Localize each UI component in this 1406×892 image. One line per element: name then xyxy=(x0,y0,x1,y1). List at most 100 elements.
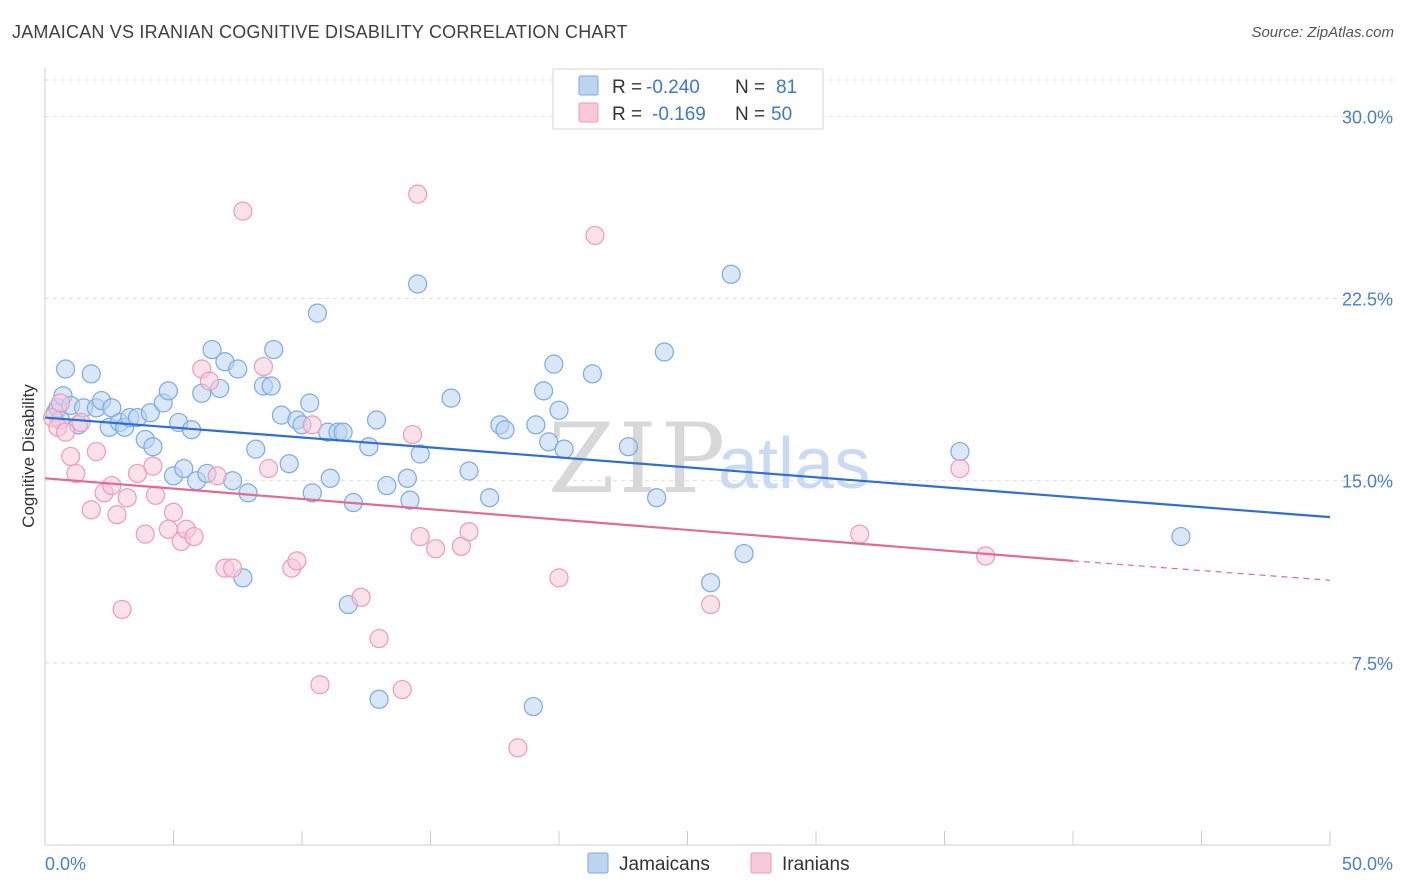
data-point-jamaicans xyxy=(320,468,340,488)
data-point-iranians xyxy=(310,675,330,695)
data-point-iranians xyxy=(81,500,101,520)
data-point-jamaicans xyxy=(549,400,569,420)
data-points xyxy=(43,184,1191,758)
data-point-iranians xyxy=(585,225,605,246)
data-point-jamaicans xyxy=(480,488,500,508)
legend-n-value-2: 50 xyxy=(771,104,792,125)
data-point-jamaicans xyxy=(554,439,574,459)
source-label: Source: ZipAtlas.com xyxy=(1251,24,1394,41)
data-point-jamaicans xyxy=(1171,526,1191,547)
stats-legend: R = -0.240 N = 81 R = -0.169 N = 50 xyxy=(552,68,824,130)
data-point-iranians xyxy=(127,463,148,484)
data-point-jamaicans xyxy=(397,468,417,488)
data-point-iranians xyxy=(61,446,81,467)
legend-n-label-1: N = xyxy=(735,77,765,98)
data-point-jamaicans xyxy=(734,543,754,564)
data-point-iranians xyxy=(258,458,279,479)
data-point-jamaicans xyxy=(533,381,554,401)
data-point-jamaicans xyxy=(377,475,397,496)
bottom-legend-swatch-iranians xyxy=(750,852,772,874)
bottom-legend-iranians: Iranians xyxy=(782,854,850,875)
data-point-jamaicans xyxy=(246,439,266,459)
data-point-jamaicans xyxy=(582,364,603,384)
data-point-jamaicans xyxy=(366,410,387,430)
trend-lines xyxy=(44,416,1331,581)
data-point-jamaicans xyxy=(410,444,430,464)
y-tick-label: 30.0% xyxy=(1342,107,1393,127)
data-point-iranians xyxy=(950,458,970,479)
data-point-iranians xyxy=(107,505,127,525)
data-point-iranians xyxy=(112,599,132,620)
data-point-iranians xyxy=(369,628,389,649)
data-point-iranians xyxy=(459,522,479,542)
data-point-iranians xyxy=(302,415,322,435)
data-point-jamaicans xyxy=(261,376,281,396)
trend-line-jamaicans xyxy=(44,416,1331,519)
trend-line-iranians xyxy=(44,477,1074,562)
data-point-iranians xyxy=(233,201,253,221)
legend-r-value-2: -0.169 xyxy=(652,104,706,125)
data-point-jamaicans xyxy=(202,339,222,360)
data-point-jamaicans xyxy=(618,437,638,457)
data-point-iranians xyxy=(163,502,184,522)
data-point-jamaicans xyxy=(140,403,160,423)
data-point-jamaicans xyxy=(302,483,322,503)
data-point-jamaicans xyxy=(307,303,328,323)
data-point-jamaicans xyxy=(539,432,559,452)
watermark-atlas: atlas xyxy=(718,424,870,504)
y-tick-label: 15.0% xyxy=(1342,472,1393,492)
data-point-iranians xyxy=(50,393,71,413)
data-point-jamaicans xyxy=(441,388,461,408)
x-tick-labels: 0.0% 50.0% xyxy=(45,854,1393,874)
trend-line-extension-iranians xyxy=(1072,560,1331,581)
data-point-iranians xyxy=(850,524,870,544)
data-point-jamaicans xyxy=(544,354,564,374)
data-point-jamaicans xyxy=(654,342,674,362)
axes xyxy=(44,68,1331,846)
data-point-jamaicans xyxy=(701,573,721,593)
data-point-iranians xyxy=(207,466,227,486)
data-point-jamaicans xyxy=(300,393,320,413)
data-point-jamaicans xyxy=(721,264,741,284)
data-point-iranians xyxy=(253,356,274,377)
data-point-jamaicans xyxy=(400,490,420,510)
data-point-jamaicans xyxy=(143,437,163,457)
data-point-iranians xyxy=(199,371,220,391)
data-point-jamaicans xyxy=(459,461,479,481)
legend-r-label-1: R = xyxy=(612,77,642,98)
data-point-iranians xyxy=(408,184,428,204)
data-point-iranians xyxy=(508,738,528,758)
legend-swatch-jamaicans xyxy=(578,75,599,96)
data-point-iranians xyxy=(223,558,243,578)
data-point-jamaicans xyxy=(81,364,101,384)
data-point-jamaicans xyxy=(333,422,353,442)
data-point-iranians xyxy=(402,424,423,445)
legend-n-label-2: N = xyxy=(735,104,765,125)
data-point-iranians xyxy=(117,488,137,508)
data-point-jamaicans xyxy=(174,458,194,479)
x-tick-label: 50.0% xyxy=(1342,854,1393,874)
data-point-jamaicans xyxy=(238,483,258,503)
data-point-iranians xyxy=(351,587,371,607)
data-point-iranians xyxy=(976,546,996,566)
data-point-jamaicans xyxy=(228,359,248,379)
data-point-jamaicans xyxy=(495,420,515,440)
data-point-iranians xyxy=(410,526,430,547)
data-point-jamaicans xyxy=(523,696,543,717)
data-point-iranians xyxy=(392,679,412,700)
series-legend: Jamaicans Iranians xyxy=(587,852,850,875)
data-point-iranians xyxy=(701,594,721,615)
data-point-iranians xyxy=(287,551,307,571)
data-point-iranians xyxy=(184,526,204,547)
y-tick-label: 22.5% xyxy=(1342,290,1393,310)
data-point-iranians xyxy=(86,441,107,462)
data-point-iranians xyxy=(143,456,163,476)
y-tick-label: 7.5% xyxy=(1352,654,1393,674)
data-point-jamaicans xyxy=(359,437,379,457)
data-point-iranians xyxy=(549,568,569,588)
legend-swatch-iranians xyxy=(578,102,599,123)
data-point-iranians xyxy=(145,485,166,505)
legend-n-value-1: 81 xyxy=(776,77,797,98)
data-point-jamaicans xyxy=(647,488,667,508)
